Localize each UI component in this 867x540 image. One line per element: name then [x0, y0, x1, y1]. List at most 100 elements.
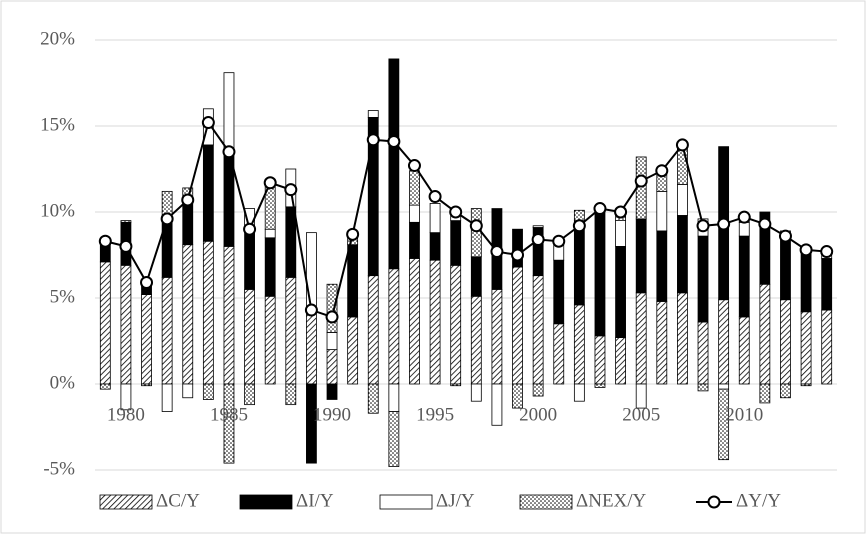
- bar: [532, 383, 544, 397]
- bar: [326, 349, 338, 385]
- line-marker: [572, 219, 586, 233]
- bar: [780, 237, 791, 301]
- bar: [450, 264, 462, 385]
- legend-swatch: [519, 494, 573, 510]
- line-marker: [490, 245, 504, 259]
- y-tick-label: 5%: [50, 286, 76, 307]
- line-marker: [98, 234, 112, 248]
- bar: [306, 383, 317, 464]
- bar: [573, 383, 585, 402]
- bar: [120, 264, 132, 385]
- bar: [491, 288, 503, 385]
- bar: [202, 383, 214, 400]
- line-marker: [655, 164, 669, 178]
- legend-swatch: [99, 494, 153, 510]
- bar: [821, 309, 833, 385]
- bar: [264, 237, 276, 297]
- x-tick-label: 1985: [210, 404, 248, 425]
- x-tick-label: 1995: [416, 404, 454, 425]
- bar: [635, 218, 647, 294]
- line-marker: [243, 222, 257, 236]
- bar: [161, 216, 173, 278]
- bar: [99, 261, 111, 385]
- bar: [182, 383, 194, 399]
- bar: [223, 72, 235, 153]
- bar: [367, 275, 379, 385]
- bar: [244, 228, 255, 290]
- bar: [285, 206, 297, 278]
- bar: [264, 295, 276, 385]
- legend-swatch: [239, 494, 293, 510]
- bar: [697, 235, 709, 323]
- bar: [326, 383, 338, 400]
- line-marker: [696, 219, 710, 233]
- bar: [326, 331, 338, 350]
- bar: [656, 190, 668, 232]
- line-marker: [284, 183, 298, 197]
- bar: [244, 383, 255, 406]
- line-marker: [407, 159, 421, 173]
- line-marker: [737, 210, 751, 224]
- bar: [244, 288, 255, 385]
- bar: [573, 209, 585, 221]
- line-marker: [181, 193, 195, 207]
- bar: [470, 383, 482, 402]
- y-tick-label: 15%: [40, 114, 75, 135]
- bar: [470, 208, 482, 258]
- legend-label: ΔI/Y: [296, 490, 334, 511]
- bar: [512, 266, 523, 385]
- bar: [512, 383, 523, 409]
- bar: [532, 275, 544, 385]
- legend-label: ΔC/Y: [156, 490, 200, 511]
- line-marker: [119, 239, 133, 253]
- x-tick-label: 1990: [313, 404, 351, 425]
- line-marker: [222, 145, 236, 159]
- bar: [759, 283, 771, 385]
- bar: [120, 383, 132, 411]
- bar: [470, 256, 482, 297]
- x-tick-label: 2010: [725, 404, 763, 425]
- bar: [367, 110, 379, 118]
- x-tick-label: 1980: [107, 404, 145, 425]
- bar: [553, 259, 565, 325]
- bar: [677, 184, 688, 216]
- legend-marker: [707, 495, 721, 509]
- line-marker: [304, 303, 318, 317]
- bar: [429, 232, 441, 261]
- bar: [409, 170, 420, 206]
- bar: [759, 211, 771, 285]
- bar: [780, 299, 791, 385]
- bar: [141, 294, 152, 385]
- bar: [99, 383, 111, 390]
- bar: [573, 220, 585, 306]
- bar: [141, 383, 152, 387]
- bar: [285, 383, 297, 406]
- bar: [285, 276, 297, 385]
- bar: [202, 240, 214, 385]
- bar: [553, 323, 565, 385]
- line-marker: [778, 229, 792, 243]
- bar: [800, 311, 812, 385]
- bar: [594, 383, 606, 388]
- bar: [718, 383, 730, 390]
- bar: [470, 295, 482, 385]
- bar: [306, 309, 317, 385]
- bar: [388, 58, 400, 270]
- line-marker: [511, 248, 525, 262]
- bar: [223, 383, 235, 464]
- line-marker: [799, 243, 813, 257]
- line-marker: [552, 234, 566, 248]
- line-marker: [346, 227, 360, 241]
- line-marker: [387, 134, 401, 148]
- bar: [738, 316, 750, 385]
- line-marker: [531, 233, 545, 247]
- bar: [491, 383, 503, 426]
- bar: [718, 299, 730, 385]
- bar: [202, 144, 214, 242]
- bar: [429, 259, 441, 385]
- bar: [347, 244, 359, 318]
- bar: [718, 388, 730, 461]
- legend-label: ΔNEX/Y: [576, 490, 647, 511]
- bar: [450, 383, 462, 387]
